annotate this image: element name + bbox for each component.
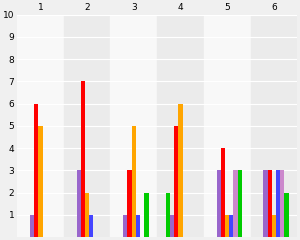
Bar xyxy=(132,126,136,237)
Bar xyxy=(178,104,183,237)
Bar xyxy=(38,126,43,237)
Bar xyxy=(166,193,170,237)
Bar xyxy=(170,215,174,237)
Bar xyxy=(34,104,38,237)
Bar xyxy=(250,15,297,237)
Bar xyxy=(221,148,225,237)
Bar xyxy=(110,15,157,237)
Bar xyxy=(128,170,132,237)
Bar xyxy=(238,170,242,237)
Bar xyxy=(123,215,128,237)
Bar xyxy=(30,215,34,237)
Bar xyxy=(136,215,140,237)
Bar xyxy=(204,15,250,237)
Bar xyxy=(276,170,280,237)
Bar xyxy=(89,215,93,237)
Bar xyxy=(272,215,276,237)
Bar xyxy=(81,81,85,237)
Bar xyxy=(284,193,289,237)
Bar xyxy=(268,170,272,237)
Bar xyxy=(76,170,81,237)
Bar xyxy=(64,15,110,237)
Bar xyxy=(17,15,64,237)
Bar xyxy=(85,193,89,237)
Bar xyxy=(263,170,268,237)
Bar xyxy=(225,215,229,237)
Bar xyxy=(157,15,204,237)
Bar xyxy=(174,126,178,237)
Bar xyxy=(229,215,233,237)
Bar xyxy=(280,170,284,237)
Bar xyxy=(217,170,221,237)
Bar xyxy=(144,193,148,237)
Bar xyxy=(233,170,238,237)
